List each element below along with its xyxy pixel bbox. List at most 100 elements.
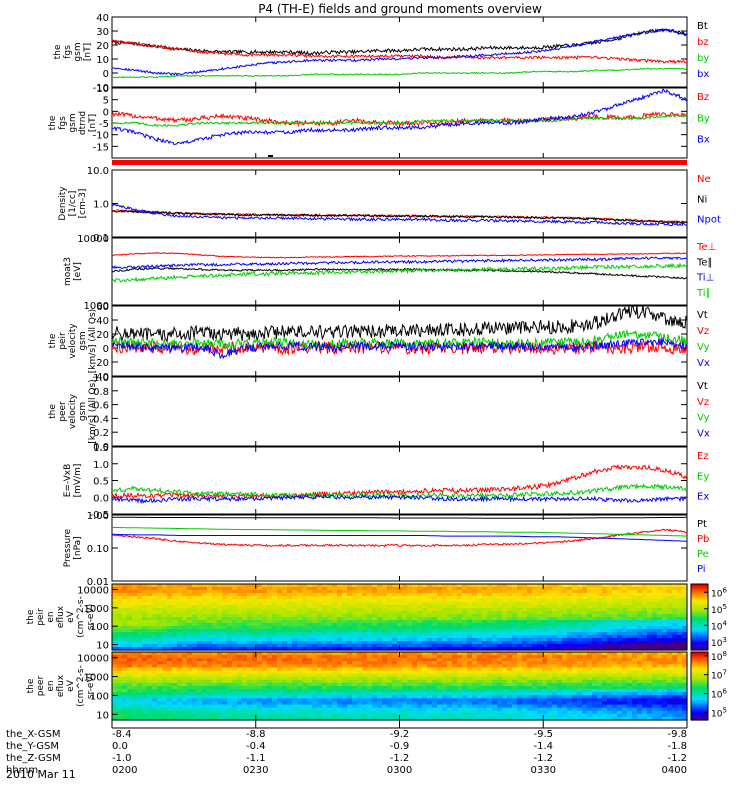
spectrogram-cell — [547, 632, 553, 636]
spectrogram-cell — [582, 620, 588, 624]
spectrogram-cell — [452, 644, 458, 648]
spectrogram-cell — [502, 676, 508, 681]
spectrogram-cell — [212, 614, 218, 618]
ylabel-line: [km/s] (All Qs) — [88, 379, 98, 443]
spectrogram-cell — [647, 626, 653, 630]
spectrogram-cell — [247, 617, 253, 621]
spectrogram-cell — [292, 614, 298, 618]
spectrogram-cell — [402, 635, 408, 639]
colorbar-cell — [691, 626, 708, 630]
spectrogram-cell — [662, 698, 668, 703]
spectrogram-cell — [247, 584, 253, 588]
spectrogram-cell — [562, 670, 568, 675]
spectrogram-cell — [132, 658, 138, 662]
spectrogram-cell — [547, 695, 553, 699]
spectrogram-cell — [312, 692, 318, 696]
series-Vt — [112, 306, 687, 344]
spectrogram-cell — [507, 590, 513, 594]
spectrogram-cell — [287, 698, 293, 703]
spectrogram-cell — [582, 692, 588, 696]
spectrogram-cell — [247, 623, 253, 627]
colorbar-cell — [691, 587, 708, 590]
y-tick-label: 1000 — [84, 604, 109, 615]
spectrogram-cell — [297, 698, 303, 703]
spectrogram-cell — [457, 658, 463, 662]
spectrogram-cell — [342, 596, 348, 600]
spectrogram-cell — [492, 608, 498, 612]
spectrogram-cell — [392, 658, 398, 662]
spectrogram-cell — [562, 638, 568, 642]
spectrogram-cell — [567, 587, 573, 591]
spectrogram-cell — [327, 698, 333, 703]
spectrogram-cell — [317, 638, 323, 642]
spectrogram-cell — [512, 629, 518, 633]
spectrogram-cell — [197, 670, 203, 675]
spectrogram-cell — [202, 623, 208, 627]
spectrogram-cell — [247, 676, 253, 681]
spectrogram-cell — [517, 626, 523, 630]
spectrogram-cell — [592, 661, 598, 665]
spectrogram-cell — [202, 614, 208, 618]
spectrogram-cell — [642, 638, 648, 642]
spectrogram-cell — [342, 673, 348, 678]
colorbar-cell — [691, 588, 708, 592]
spectrogram-cell — [607, 704, 613, 709]
spectrogram-cell — [197, 599, 203, 603]
spectrogram-cell — [152, 629, 158, 633]
spectrogram-cell — [597, 692, 603, 696]
spectrogram-cell — [602, 647, 608, 651]
spectrogram-cell — [527, 644, 533, 648]
spectrogram-cell — [407, 655, 413, 659]
spectrogram-cell — [277, 682, 283, 687]
spectrogram-cell — [187, 632, 193, 636]
spectrogram-cell — [597, 686, 603, 690]
spectrogram-cell — [207, 629, 213, 633]
spectrogram-cell — [672, 676, 678, 681]
spectrogram-cell — [447, 686, 453, 690]
spectrogram-cell — [637, 704, 643, 709]
spectrogram-cell — [342, 698, 348, 703]
spectrogram-cell — [292, 689, 298, 693]
spectrogram-cell — [412, 635, 418, 639]
spectrogram-cell — [207, 596, 213, 600]
spectrogram-cell — [157, 664, 163, 669]
spectrogram-cell — [427, 599, 433, 603]
spectrogram-cell — [677, 701, 683, 706]
spectrogram-cell — [557, 695, 563, 699]
spectrogram-cell — [272, 670, 278, 675]
spectrogram-cell — [262, 620, 268, 624]
spectrogram-cell — [207, 638, 213, 642]
spectrogram-cell — [117, 593, 123, 597]
spectrogram-cell — [552, 641, 558, 645]
spectrogram-cell — [287, 593, 293, 597]
spectrogram-cell — [322, 689, 328, 693]
spectrogram-cell — [562, 679, 568, 684]
spectrogram-cell — [472, 587, 478, 591]
spectrogram-cell — [202, 679, 208, 684]
spectrogram-cell — [617, 673, 623, 678]
spectrogram-cell — [472, 599, 478, 603]
spectrogram-cell — [392, 629, 398, 633]
spectrogram-cell — [242, 655, 248, 659]
spectrogram-cell — [667, 614, 673, 618]
spectrogram-cell — [567, 590, 573, 594]
spectrogram-cell — [677, 635, 683, 639]
spectrogram-cell — [312, 620, 318, 624]
spectrogram-cell — [507, 704, 513, 709]
spectrogram-cell — [272, 679, 278, 684]
spectrogram-cell — [342, 617, 348, 621]
spectrogram-cell — [232, 686, 238, 690]
spectrogram-cell — [342, 676, 348, 681]
spectrogram-cell — [152, 647, 158, 651]
spectrogram-cell — [367, 670, 373, 675]
spectrogram-cell — [237, 704, 243, 709]
legend-red: Ez — [697, 451, 709, 462]
spectrogram-cell — [517, 629, 523, 633]
spectrogram-cell — [452, 638, 458, 642]
spectrogram-cell — [242, 632, 248, 636]
spectrogram-cell — [282, 679, 288, 684]
spectrogram-cell — [442, 692, 448, 696]
spectrogram-cell — [637, 670, 643, 675]
spectrogram-cell — [622, 661, 628, 665]
spectrogram-cell — [462, 658, 468, 662]
